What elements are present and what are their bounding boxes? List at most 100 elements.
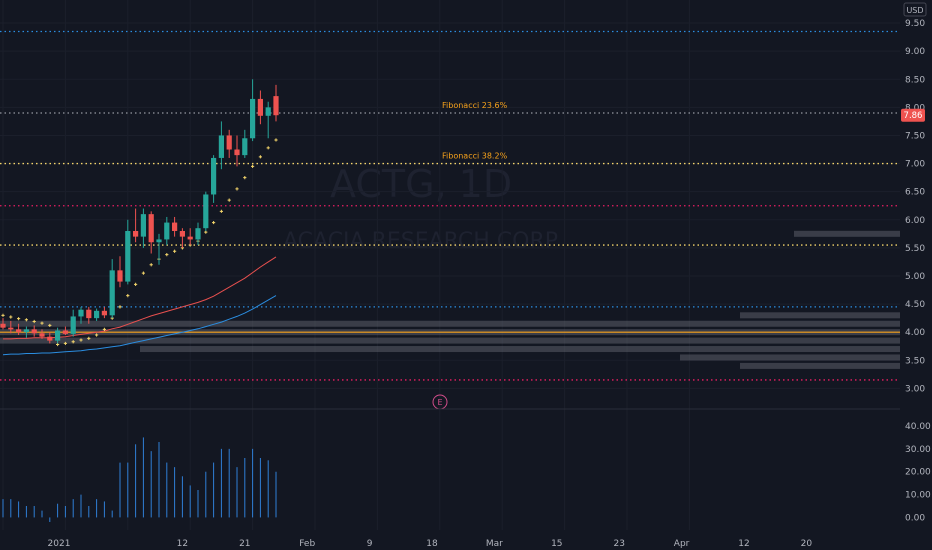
sar-point [141,271,145,275]
candle-body [70,316,76,334]
volume-tick-label: 20.00 [905,468,931,478]
price-tick-label: 4.00 [905,328,925,338]
watermark-company-name: ACACIA RESEARCH CORP [283,229,558,254]
candle [78,306,84,324]
sar-point [173,249,177,253]
volume-tick-label: 0.00 [905,513,925,523]
sar-point [165,253,169,257]
candle [109,259,115,319]
sar-point [32,319,36,324]
candle [218,121,224,170]
time-tick-label: 9 [367,539,373,549]
sar-point [17,317,21,321]
candle [187,228,193,246]
candle-body [16,329,22,333]
candle-body [47,336,53,341]
volume-profile-bar [0,337,900,344]
candlestick-series [0,79,279,344]
candle-body [250,98,256,139]
candle-body [133,231,139,237]
candle [164,216,170,246]
sar-point [149,263,153,267]
watermark: ACTG, 1D ACACIA RESEARCH CORP [283,162,558,254]
candle [8,320,14,334]
time-tick-label: 23 [613,539,624,549]
currency-box [903,2,927,17]
candle-body [257,98,263,116]
candle [70,309,76,337]
fibonacci-labels: Fibonacci 23.6% Fibonacci 38.2% [442,101,508,161]
currency-label: USD [903,2,927,17]
candle [257,90,263,125]
time-tick-label: Apr [674,539,690,549]
volume-bars [2,437,277,522]
price-axis[interactable]: 9.50 9.00 8.50 8.00 7.50 7.00 6.50 6.00 5.50 5.00… [905,19,925,394]
candle-body [109,270,115,316]
candle [39,329,45,339]
price-tick-label: 5.50 [905,244,925,254]
sar-point [9,315,13,319]
candle [94,308,100,321]
sar-point [71,340,75,344]
moving-average-blue [2,295,277,356]
fib-label: Fibonacci 38.2% [442,152,508,161]
candle [203,191,209,232]
price-tick-label: 4.50 [905,300,925,310]
sar-point [87,336,91,340]
sar-point [24,318,28,322]
time-tick-label: 12 [738,539,749,549]
candle-body [203,194,209,229]
price-tick-label: 8.50 [905,75,925,85]
candle-body [211,157,217,195]
candle [125,219,131,285]
candle-body [117,270,123,282]
watermark-symbol: ACTG, 1D [330,162,512,206]
volume-profile-bar [794,230,900,237]
time-tick-label: 21 [239,539,250,549]
sar-point [212,220,216,225]
time-tick-label: Feb [299,539,315,549]
sar-point [40,321,44,325]
candle-body [55,330,61,341]
candle-body [39,333,45,337]
candle [62,326,68,335]
time-tick-label: 15 [551,539,562,549]
sar-point [134,282,138,287]
candle-body [0,323,6,328]
price-tick-label: 3.50 [905,356,925,366]
candle-body [164,222,170,240]
candle [242,129,248,158]
time-tick-label: 20 [801,539,813,549]
price-tick-label: 6.00 [905,216,925,226]
price-tick-label: 8.00 [905,103,925,113]
candle [156,233,162,265]
candle [0,318,6,330]
time-tick-label: Mar [486,539,503,549]
sar-point [63,341,67,346]
candle [23,326,29,338]
sar-point [102,327,106,331]
price-tick-label: 7.50 [905,131,925,141]
earnings-marker-label: E [437,398,442,407]
sar-point [48,323,52,328]
volume-profile-bar [680,354,900,361]
volume-profile-bar [140,346,900,353]
candle [195,222,201,246]
sar-point [258,155,262,159]
sar-point [243,176,247,180]
price-tick-label: 7.00 [905,160,925,170]
sar-point [95,333,99,337]
candle [117,256,123,288]
sar-point [274,138,278,142]
candle [31,325,37,337]
candle-body [23,329,29,333]
candle [234,135,240,167]
time-axis[interactable]: 2021 12 21 Feb 9 18 Mar 15 23 Apr 12 20 [48,539,813,549]
candle-body [86,309,92,319]
candle [250,79,256,142]
candle [179,228,185,248]
candle [86,306,92,324]
candle [172,216,178,237]
